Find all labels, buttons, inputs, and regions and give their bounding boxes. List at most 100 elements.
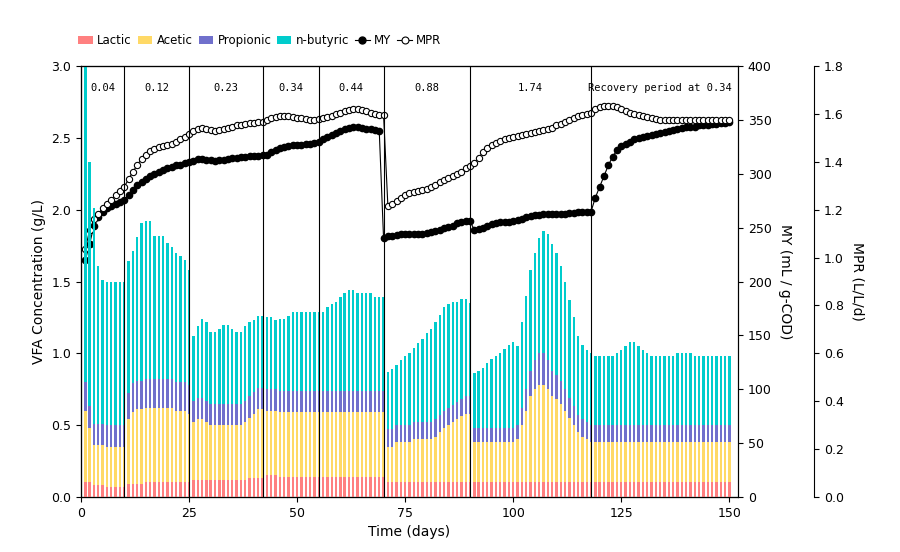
Bar [153,379,156,408]
Bar [136,409,139,484]
Bar [193,401,194,422]
Bar [274,389,276,411]
Bar [339,412,341,477]
Bar [711,442,714,482]
Bar [179,411,182,482]
Text: 0.88: 0.88 [414,83,439,93]
Bar [577,482,580,497]
Bar [136,380,139,409]
Bar [538,482,540,497]
Bar [227,325,230,404]
Bar [564,389,566,411]
Bar [473,442,475,482]
Bar [123,487,125,497]
Bar [482,482,484,497]
Bar [659,356,662,425]
Bar [608,356,609,425]
Bar [434,437,436,482]
Bar [279,477,281,497]
Bar [447,425,450,482]
Bar [253,320,255,392]
Bar [335,477,338,497]
Bar [244,326,247,401]
Bar [728,482,731,497]
Bar [301,312,302,391]
Bar [491,428,493,442]
Bar [438,315,441,415]
Bar [611,356,614,425]
Bar [668,442,670,482]
Bar [318,391,320,412]
Bar [646,425,648,442]
Bar [659,425,662,442]
Bar [347,391,350,412]
Bar [222,404,225,425]
X-axis label: Time (days): Time (days) [368,525,451,539]
Bar [503,482,506,497]
Bar [508,482,510,497]
Bar [443,411,446,428]
Bar [629,425,631,442]
Bar [426,422,428,439]
Bar [637,442,640,482]
Bar [301,391,302,412]
Bar [508,442,510,482]
Bar [434,482,436,497]
Bar [672,425,674,442]
Bar [110,487,112,497]
Bar [521,408,523,425]
Bar [685,482,688,497]
Bar [546,389,549,482]
Bar [361,293,363,391]
Bar [395,442,398,482]
Bar [478,442,480,482]
Bar [188,385,190,413]
Y-axis label: VFA Concentration (g/L): VFA Concentration (g/L) [32,199,46,364]
Bar [171,379,173,408]
Bar [711,356,714,425]
Bar [430,329,432,422]
Bar [546,482,549,497]
Bar [409,482,410,497]
Bar [568,418,571,482]
Bar [629,442,631,482]
Legend: Lactic, Acetic, Propionic, n-butyric, MY, MPR: Lactic, Acetic, Propionic, n-butyric, MY… [74,29,446,51]
Bar [105,487,108,497]
Bar [668,482,670,497]
Bar [543,353,544,385]
Bar [184,382,186,411]
Bar [274,475,276,497]
Bar [205,480,208,497]
Bar [629,482,631,497]
Bar [412,422,415,439]
Bar [572,425,575,482]
Bar [568,398,571,418]
Bar [500,353,501,428]
Bar [430,482,432,497]
Bar [387,447,389,482]
Bar [171,247,173,379]
Bar [598,482,601,497]
Bar [452,301,454,405]
Bar [608,425,609,442]
Bar [598,356,601,425]
Bar [724,425,726,442]
Bar [529,482,532,497]
Bar [719,442,722,482]
Bar [102,280,104,423]
Bar [365,412,367,477]
Bar [179,256,182,382]
Bar [417,439,419,482]
Bar [114,487,117,497]
Bar [261,409,264,478]
Bar [175,411,177,482]
Bar [248,478,251,497]
Bar [347,477,350,497]
Bar [577,415,580,432]
Bar [694,356,696,425]
Bar [404,482,407,497]
Bar [184,260,186,382]
Bar [352,391,355,412]
Bar [521,425,523,482]
Bar [114,282,117,425]
